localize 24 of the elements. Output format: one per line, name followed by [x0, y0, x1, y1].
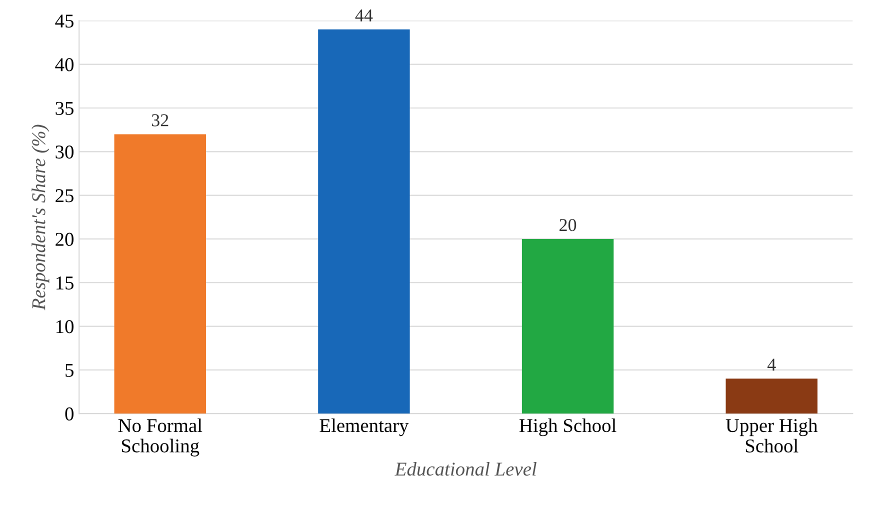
x-tick-label: Upper High School [726, 418, 818, 453]
y-tick-label: 30 [56, 145, 74, 159]
bar [726, 378, 818, 414]
x-tick-label: High School [519, 418, 616, 436]
y-tick-label: 20 [56, 232, 74, 246]
data-label: 4 [767, 358, 776, 371]
y-tick-label: 5 [66, 364, 74, 377]
y-tick-label: 15 [56, 276, 74, 290]
x-axis-title: Educational Level [394, 462, 536, 476]
data-label: 32 [152, 114, 168, 126]
data-label: 44 [355, 10, 373, 22]
x-tick-label: Elementary [320, 418, 409, 436]
y-axis-title: Respondent's Share (%) [32, 124, 50, 310]
y-tick-label: 45 [55, 14, 74, 28]
bar [522, 238, 614, 414]
y-tick-label: 0 [65, 407, 74, 421]
y-tick-label: 35 [56, 102, 74, 115]
y-tick-label: 10 [56, 320, 74, 334]
bar [114, 134, 206, 414]
x-tick-label: No Formal Schooling [118, 418, 202, 456]
y-tick-label: 40 [55, 58, 74, 72]
bar [318, 29, 410, 414]
data-label: 20 [560, 218, 576, 232]
y-tick-label: 25 [56, 189, 74, 202]
